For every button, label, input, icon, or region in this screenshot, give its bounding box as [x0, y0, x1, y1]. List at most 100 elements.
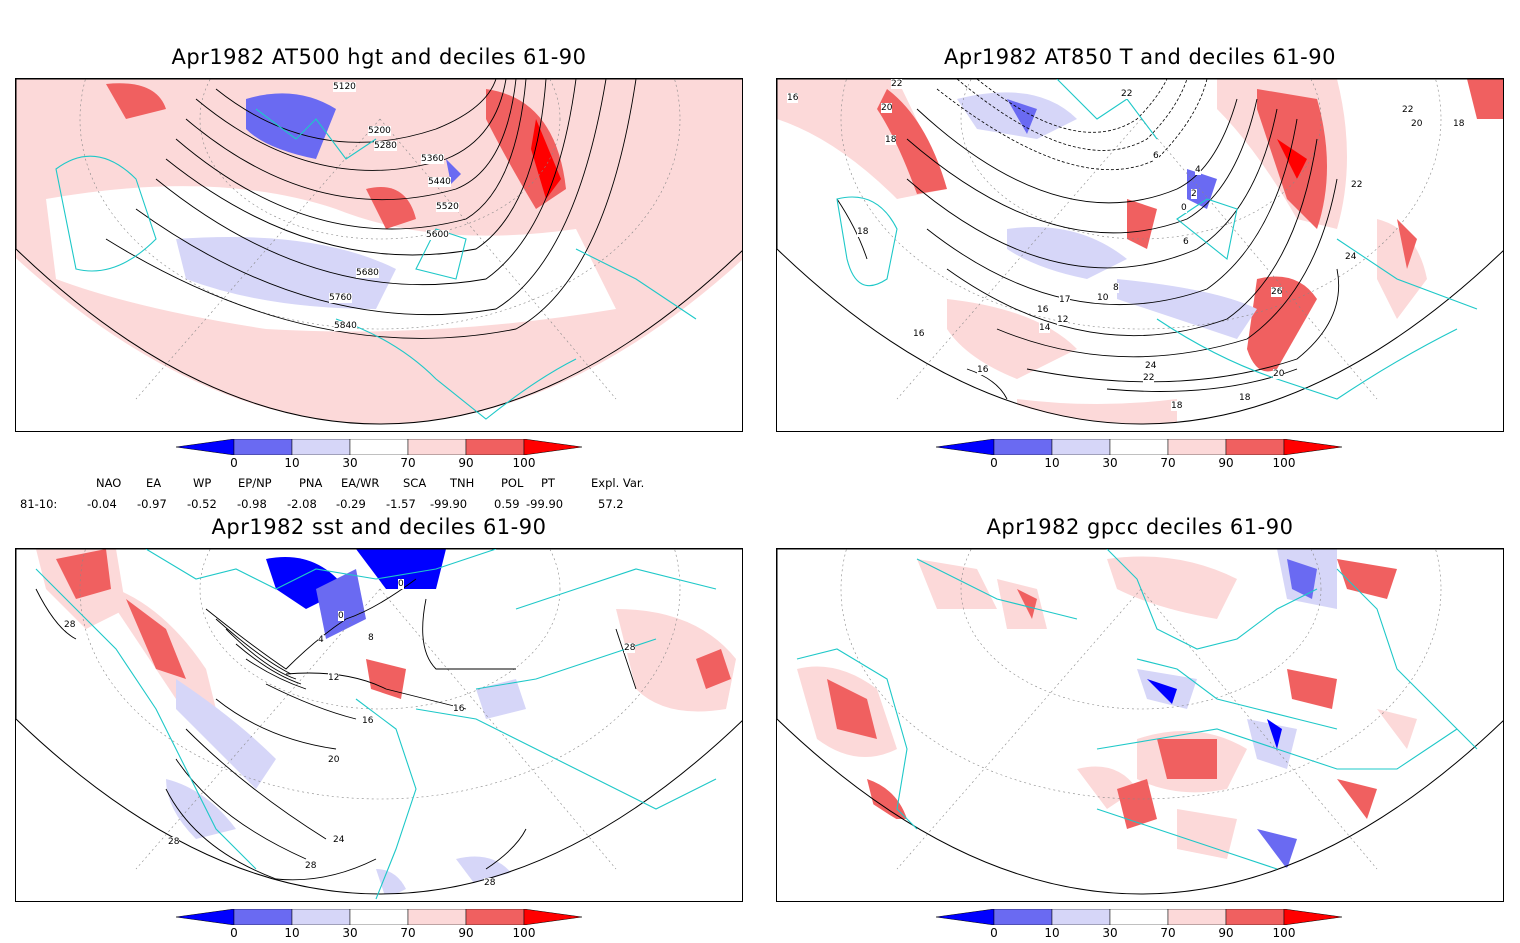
colorbar-tick: 0 [990, 926, 998, 940]
contour-label: 28 [168, 837, 180, 847]
contour-label: 5120 [333, 82, 356, 92]
tele-row-label: 81-10: [20, 497, 58, 511]
contour-label: 14 [1039, 323, 1051, 333]
contour-label: 20 [881, 103, 893, 113]
tele-value: -1.57 [386, 497, 416, 511]
contour-label: 4 [318, 635, 324, 645]
colorbar-sst: 0 10 30 70 90 100 [175, 908, 596, 943]
colorbar-tick: 90 [458, 926, 474, 940]
contour-label: 22 [1143, 373, 1155, 383]
contour-label: 28 [64, 620, 76, 630]
contour-label: 28 [624, 643, 636, 653]
tele-value: -0.29 [336, 497, 366, 511]
contour-label: 20 [1273, 369, 1285, 379]
map-sst: 28 0 0 4 8 12 16 16 20 24 28 28 28 28 [15, 548, 743, 902]
contour-label: 22 [1121, 89, 1133, 99]
colorbar-tick: 100 [512, 456, 536, 470]
colorbar-tick: 70 [400, 456, 416, 470]
contour-label: 16 [453, 704, 465, 714]
map-hgt500: 5120 5200 5280 5360 5440 5520 5600 5680 … [15, 78, 743, 432]
colorbar-hgt500: 0 10 30 70 90 100 [175, 438, 596, 473]
contour-label: 22 [1351, 180, 1363, 190]
tele-header: NAO [96, 476, 122, 490]
contour-label: 0 [1181, 203, 1187, 213]
contour-label: 5360 [421, 154, 444, 164]
tele-value: 57.2 [598, 497, 624, 511]
colorbar-swatches [935, 908, 1343, 926]
contour-label: 10 [1097, 293, 1109, 303]
contour-label: 8 [368, 633, 374, 643]
contour-label: 24 [333, 835, 345, 845]
tele-value: -0.04 [87, 497, 117, 511]
panel-title-t850: Apr1982 AT850 T and deciles 61-90 [944, 45, 1336, 69]
tele-value: -0.97 [137, 497, 167, 511]
contour-label: 0 [338, 611, 344, 621]
contour-label: 18 [857, 227, 869, 237]
colorbar-tick: 100 [1272, 456, 1296, 470]
contour-label: 17 [1059, 295, 1071, 305]
colorbar-swatches [175, 908, 583, 926]
tele-value: 0.59 [494, 497, 520, 511]
colorbar-tick: 90 [458, 456, 474, 470]
tele-header: EA [146, 476, 162, 490]
contour-label: 5760 [329, 293, 352, 303]
contour-label: 5840 [334, 321, 357, 331]
panel-title-hgt500: Apr1982 AT500 hgt and deciles 61-90 [171, 45, 587, 69]
colorbar-tick: 0 [230, 926, 238, 940]
colorbar-tick: 0 [990, 456, 998, 470]
colorbar-tick: 0 [230, 456, 238, 470]
tele-value: -99.90 [430, 497, 468, 511]
contour-label: 18 [1239, 393, 1251, 403]
tele-header: PNA [299, 476, 323, 490]
map-t850: 22 20 18 18 16 16 16 2 0 4 6 6 8 10 12 1… [776, 78, 1504, 432]
colorbar-tick: 10 [284, 926, 300, 940]
contour-label: 5200 [368, 126, 391, 136]
contour-label: 5440 [428, 177, 451, 187]
colorbar-t850: 0 10 30 70 90 100 [935, 438, 1356, 473]
contour-label: 5680 [356, 268, 379, 278]
tele-value: -0.98 [237, 497, 267, 511]
contour-label: 18 [1171, 401, 1183, 411]
colorbar-tick: 30 [342, 456, 358, 470]
contour-label: 16 [913, 329, 925, 339]
colorbar-tick: 30 [342, 926, 358, 940]
colorbar-tick: 90 [1218, 456, 1234, 470]
tele-header: WP [193, 476, 212, 490]
contour-label: 24 [1145, 361, 1157, 371]
colorbar-tick: 10 [1044, 926, 1060, 940]
colorbar-swatches [935, 438, 1343, 456]
contour-label: 26 [1271, 287, 1283, 297]
colorbar-tick: 70 [400, 926, 416, 940]
contour-label: 22 [1402, 105, 1414, 115]
contour-label: 6 [1153, 151, 1159, 161]
colorbar-tick: 70 [1160, 456, 1176, 470]
panel-title-gpcc: Apr1982 gpcc deciles 61-90 [986, 515, 1294, 539]
contour-label: 5280 [374, 141, 397, 151]
contour-label: 20 [1411, 119, 1423, 129]
colorbar-tick: 10 [284, 456, 300, 470]
colorbar-gpcc: 0 10 30 70 90 100 [935, 908, 1356, 943]
contour-label: 28 [305, 861, 317, 871]
colorbar-swatches [175, 438, 583, 456]
colorbar-tick: 10 [1044, 456, 1060, 470]
tele-header: Expl. Var. [591, 476, 645, 490]
tele-header: EA/WR [341, 476, 380, 490]
panel-title-sst: Apr1982 sst and deciles 61-90 [211, 515, 547, 539]
contour-label: 24 [1345, 252, 1357, 262]
contour-label: 18 [1453, 119, 1465, 129]
contour-label: 6 [1183, 237, 1189, 247]
contour-label: 16 [787, 93, 799, 103]
contour-label: 8 [1113, 283, 1119, 293]
contour-label: 20 [328, 755, 340, 765]
contour-label: 5520 [436, 202, 459, 212]
tele-value: -99.90 [526, 497, 564, 511]
contour-label: 28 [484, 878, 496, 888]
contour-label: 0 [398, 579, 404, 589]
contour-label: 16 [977, 365, 989, 375]
contour-label: 2 [1191, 189, 1197, 199]
contour-label: 12 [1057, 315, 1069, 325]
tele-header: POL [501, 476, 524, 490]
tele-value: -0.52 [187, 497, 217, 511]
tele-header: PT [541, 476, 555, 490]
contour-label: 16 [1037, 305, 1049, 315]
